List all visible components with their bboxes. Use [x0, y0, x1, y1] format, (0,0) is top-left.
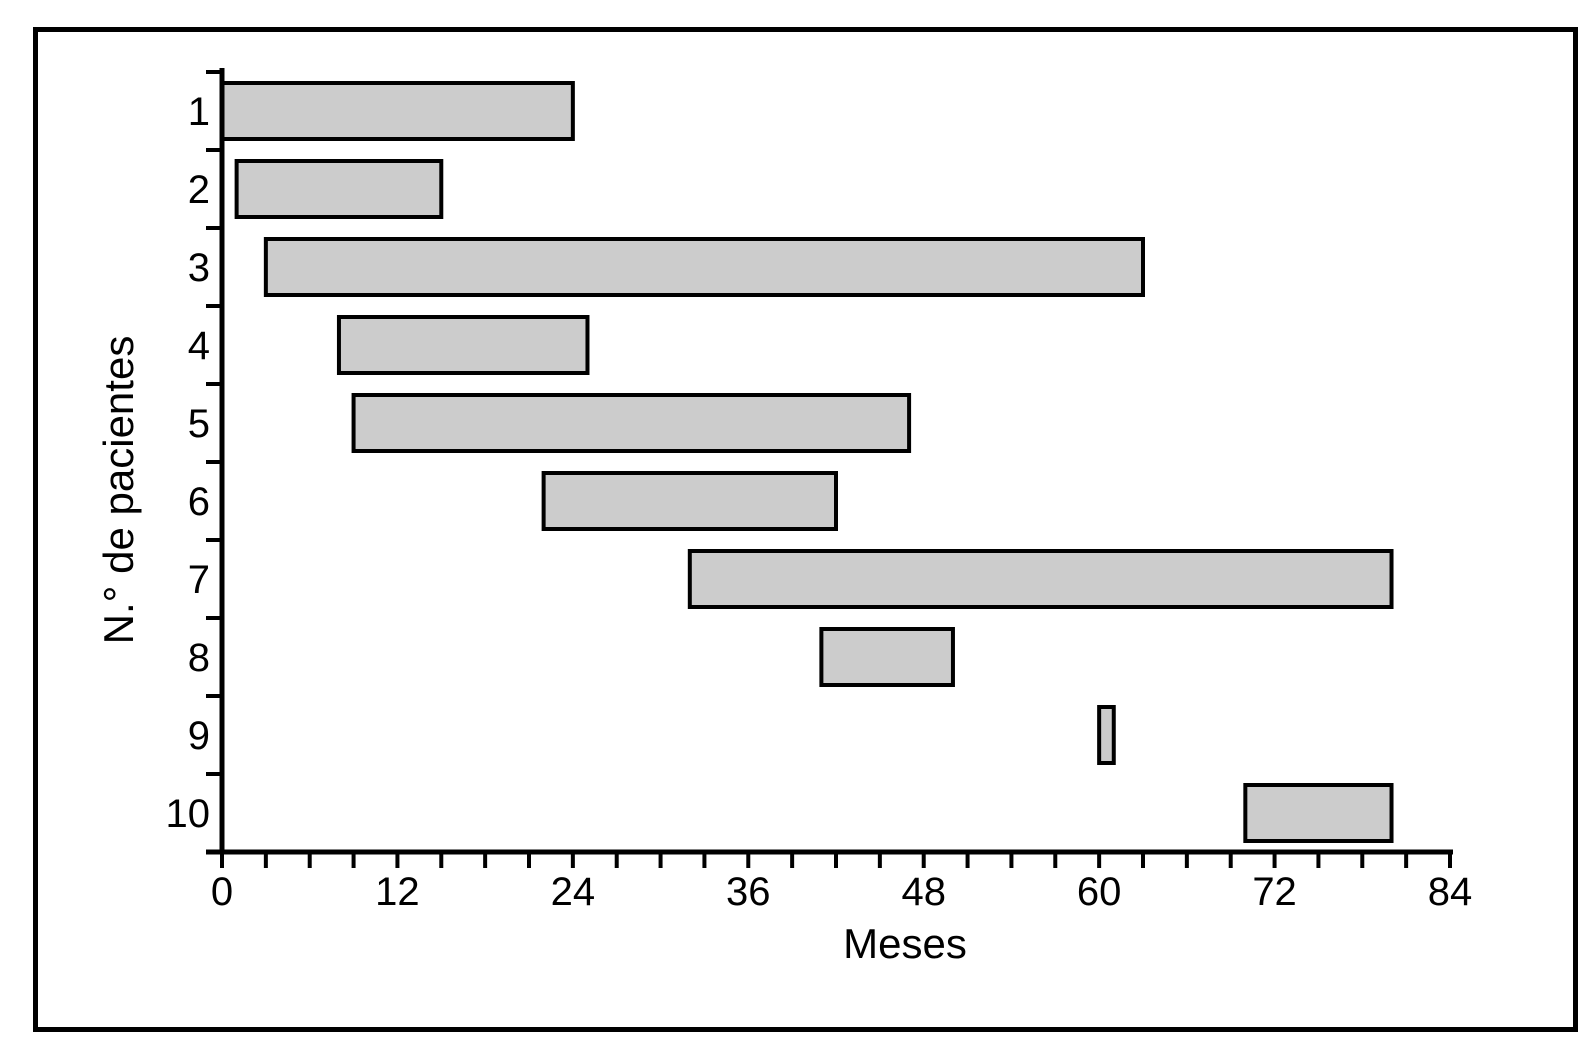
x-axis-ticks — [220, 853, 1452, 868]
y-tick-label-10: 10 — [166, 792, 211, 836]
x-axis-title: Meses — [843, 920, 967, 967]
y-axis-title: N.° de pacientes — [95, 336, 142, 645]
x-tick-label-60: 60 — [1077, 870, 1122, 914]
x-tick-label-72: 72 — [1252, 870, 1297, 914]
bar-patient-1 — [220, 81, 575, 141]
bars-group — [220, 81, 1394, 843]
y-tick-label-8: 8 — [188, 636, 210, 680]
y-tick-label-2: 2 — [188, 168, 210, 212]
x-tick-label-84: 84 — [1428, 870, 1473, 914]
y-tick-label-5: 5 — [188, 402, 210, 446]
x-tick-label-12: 12 — [375, 870, 420, 914]
y-tick-label-1: 1 — [188, 90, 210, 134]
bar-patient-2 — [234, 159, 444, 219]
bar-patient-5 — [351, 393, 912, 453]
bar-patient-8 — [819, 627, 955, 687]
y-tick-label-7: 7 — [188, 558, 210, 602]
y-axis-tick-labels: 1 2 3 4 5 6 7 8 9 10 — [166, 90, 211, 836]
y-axis-ticks — [206, 70, 222, 854]
x-tick-label-24: 24 — [551, 870, 596, 914]
y-tick-label-4: 4 — [188, 324, 210, 368]
bar-patient-4 — [336, 315, 590, 375]
y-tick-label-3: 3 — [188, 246, 210, 290]
x-tick-label-0: 0 — [211, 870, 233, 914]
bar-patient-3 — [263, 237, 1146, 297]
x-tick-label-36: 36 — [726, 870, 771, 914]
bar-patient-10 — [1243, 783, 1394, 843]
bar-patient-9 — [1097, 705, 1116, 765]
x-axis-tick-labels: 0 12 24 36 48 60 72 84 — [211, 870, 1472, 914]
y-tick-label-6: 6 — [188, 480, 210, 524]
y-tick-label-9: 9 — [188, 714, 210, 758]
x-tick-label-48: 48 — [901, 870, 946, 914]
bar-patient-7 — [687, 549, 1394, 609]
bar-patient-6 — [541, 471, 838, 531]
